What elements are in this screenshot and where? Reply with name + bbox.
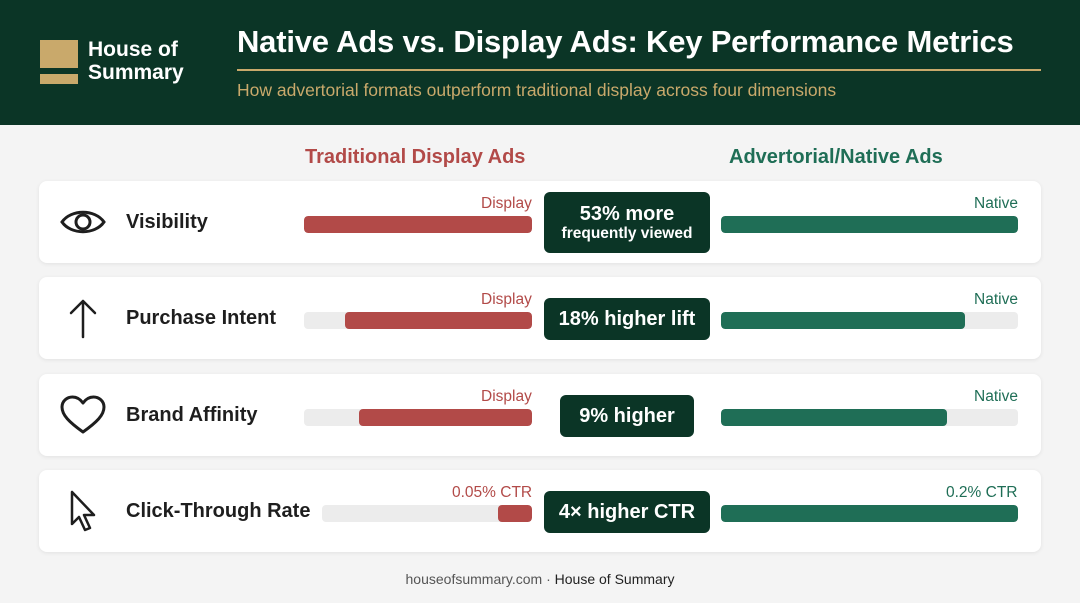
header-banner: House of Summary Native Ads vs. Display … [0,0,1080,125]
display-bar [498,505,532,522]
comparison-headline: 18% higher lift [558,308,696,330]
native-bar-track [721,216,1018,233]
display-bar [345,312,532,329]
logo-mark-icon [40,40,78,84]
native-bar-track [721,409,1018,426]
display-bar-track [304,216,532,233]
display-bar-label: Display [481,291,532,308]
metric-label: Visibility [126,211,208,233]
cursor-icon [59,490,107,532]
display-bar-label: Display [481,388,532,405]
native-bar-label: Native [974,291,1018,308]
metric-label: Purchase Intent [126,307,277,329]
native-bar [721,409,947,426]
native-bar-label: Native [974,388,1018,405]
metric-label: Brand Affinity [126,404,258,426]
comparison-badge: 18% higher lift [544,298,710,340]
display-bar-track [322,505,532,522]
logo-line-1: House of [88,38,178,61]
metric-row: Visibility Display 53% more frequently view… [39,181,1041,263]
metric-row: Click-Through Rate 0.05% CTR 4× higher CTR… [39,470,1041,552]
eye-icon [59,201,107,243]
metric-row: Purchase Intent Display 18% higher lift Nat… [39,277,1041,359]
footer-separator: · [546,571,551,587]
native-bar-label: 0.2% CTR [946,484,1018,501]
display-bar [304,216,532,233]
native-bar [721,505,1018,522]
comparison-headline: 53% more [579,202,675,225]
display-bar-label: Display [481,195,532,212]
title-divider [237,69,1041,71]
native-bar-track [721,505,1018,522]
comparison-detail: frequently viewed [561,224,693,242]
native-bar-label: Native [974,195,1018,212]
column-header-native: Advertorial/Native Ads [729,146,943,168]
brand-logo[interactable]: House of Summary [40,38,200,88]
comparison-badge: 53% more frequently viewed [544,192,710,253]
display-bar [358,409,532,426]
logo-line-2: Summary [88,61,184,84]
display-bar-track [304,409,532,426]
native-bar [721,216,1018,233]
footer-brand: House of Summary [554,571,675,587]
native-bar [721,312,965,329]
metric-label: Click-Through Rate [126,500,311,522]
comparison-headline: 9% higher [579,405,675,427]
page-title: Native Ads vs. Display Ads: Key Performa… [237,24,1014,59]
column-header-display: Traditional Display Ads [305,146,526,168]
logo-text: House of Summary [88,38,184,84]
comparison-badge: 4× higher CTR [544,491,710,533]
metric-row: Brand Affinity Display 9% higher Native [39,374,1041,456]
display-bar-track [304,312,532,329]
footer: houseofsummary.com · House of Summary [0,571,1080,587]
comparison-badge: 9% higher [560,395,694,437]
comparison-headline: 4× higher CTR [558,501,696,523]
arrow-up-icon [59,297,107,339]
native-bar-track [721,312,1018,329]
heart-icon [59,394,107,436]
page-subtitle: How advertorial formats outperform tradi… [237,80,837,100]
footer-site-link[interactable]: houseofsummary.com [405,571,543,587]
display-bar-label: 0.05% CTR [452,484,533,501]
